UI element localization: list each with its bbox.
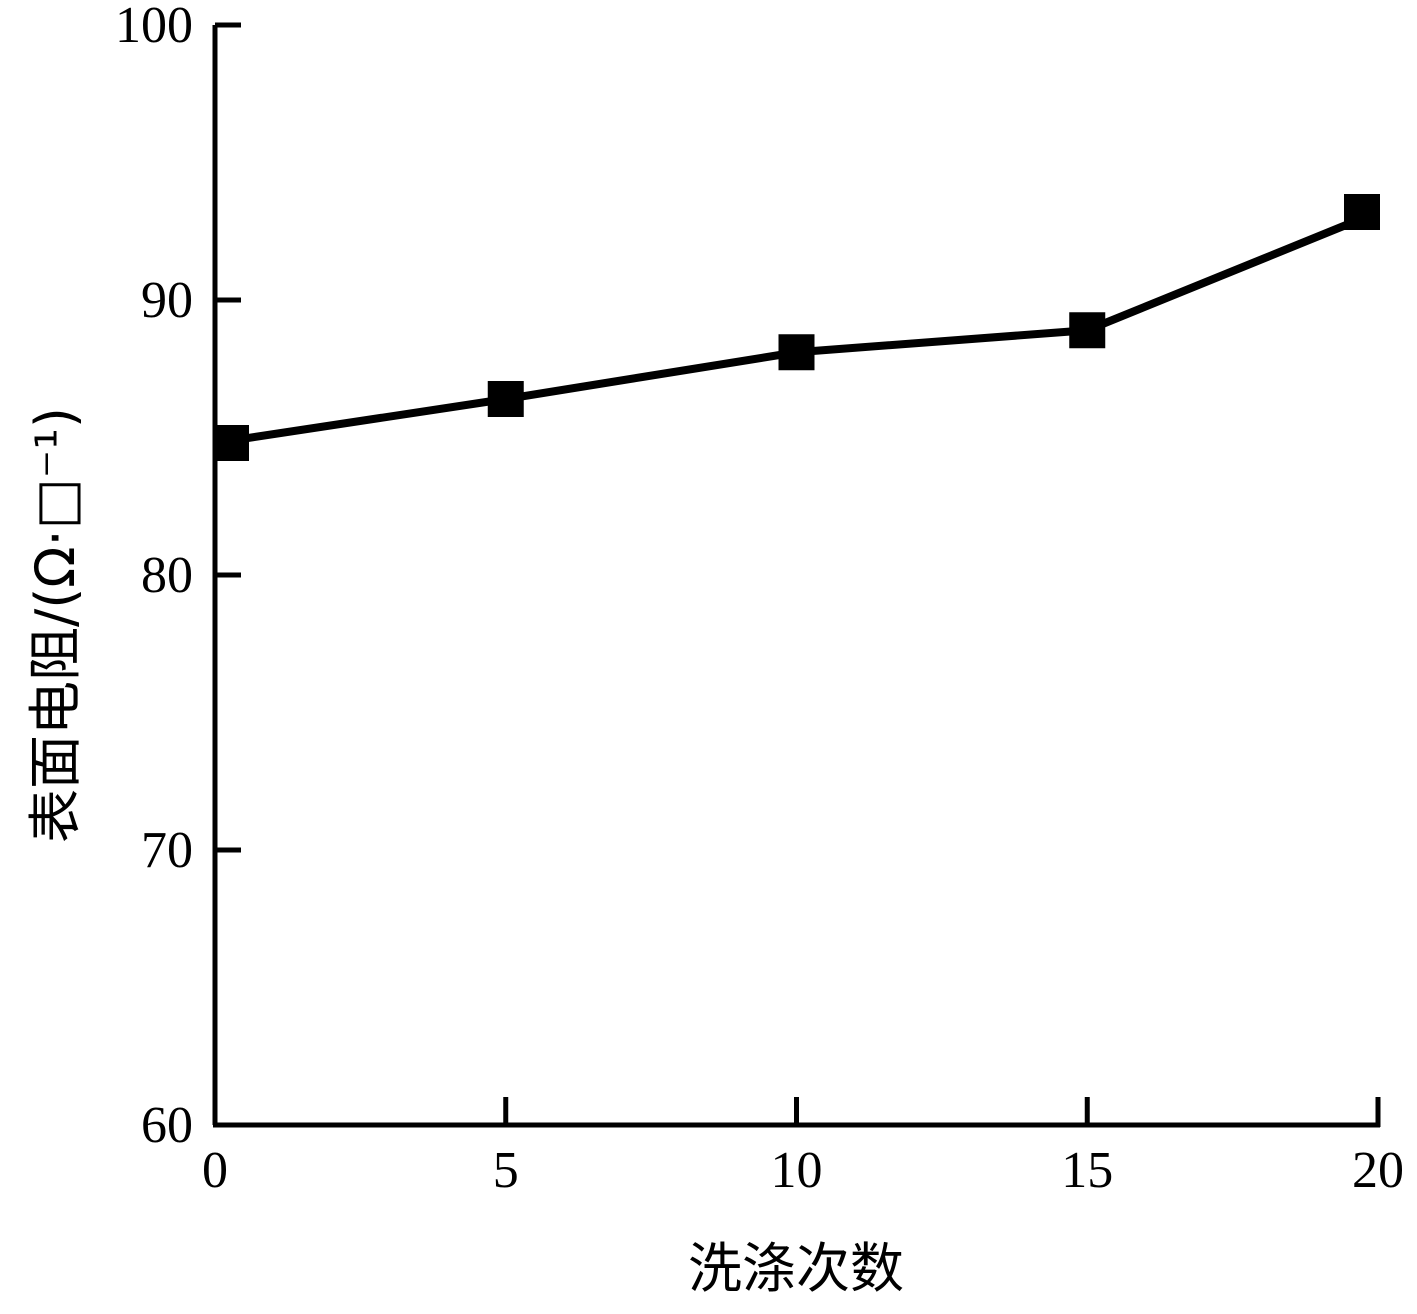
ticks: 60 70 80 90 100 0 5 10 15 20 [115,0,1404,1199]
y-tick-label: 60 [141,1097,193,1154]
axes [212,25,1381,1128]
series [213,194,1380,461]
y-tick-label: 70 [141,822,193,879]
data-point-marker [778,334,815,371]
x-tick-label: 0 [202,1142,228,1199]
data-point-marker [213,425,249,461]
x-tick-label: 10 [771,1142,823,1199]
data-point-marker [1344,194,1380,230]
series-line [214,208,1380,447]
y-axis-title: 表面电阻/(Ω·□⁻¹) [24,407,87,843]
data-point-marker [1069,312,1106,349]
x-tick-label: 5 [493,1142,519,1199]
x-axis-title: 洗涤次数 [688,1237,904,1300]
y-tick-label: 80 [141,547,193,604]
x-tick-label: 15 [1061,1142,1113,1199]
y-tick-label: 100 [115,0,193,54]
y-tick-label: 90 [141,272,193,329]
data-point-marker [487,381,524,417]
x-tick-label: 20 [1352,1142,1404,1199]
